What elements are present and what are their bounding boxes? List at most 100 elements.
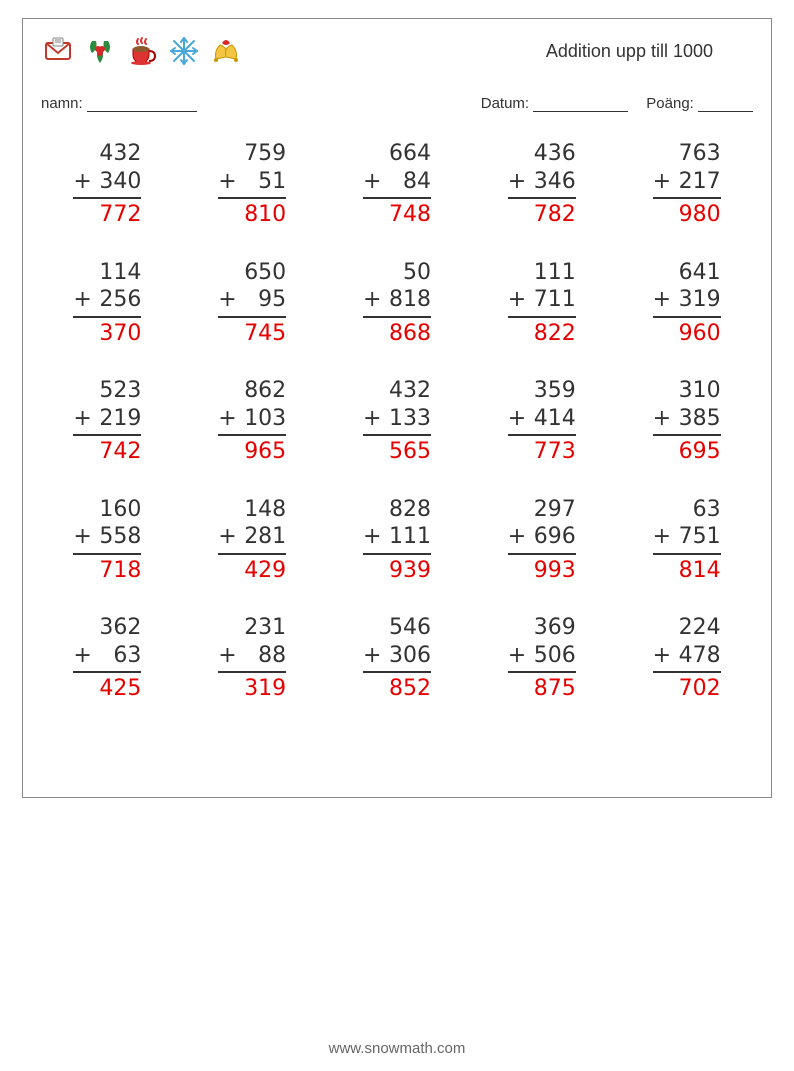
addend-bottom-row: +558 — [73, 523, 141, 551]
addend-top: 763 — [653, 140, 721, 168]
problem: 759+ 51810 — [186, 140, 319, 229]
addend-top: 862 — [218, 377, 286, 405]
addend-bottom: 84 — [396, 168, 431, 196]
answer: 742 — [73, 438, 141, 466]
rule-line — [508, 434, 576, 436]
problem: 114+256 370 — [41, 259, 174, 348]
addend-bottom: 88 — [251, 642, 286, 670]
addend-bottom-row: + 95 — [218, 286, 286, 314]
problem: 231+ 88319 — [186, 614, 319, 703]
addend-top: 359 — [508, 377, 576, 405]
addend-bottom-row: +506 — [508, 642, 576, 670]
addend-top: 664 — [363, 140, 431, 168]
meta-date: Datum: — [481, 95, 629, 112]
answer: 745 — [218, 320, 286, 348]
snowflake-icon — [167, 34, 201, 68]
rule-line — [218, 316, 286, 318]
answer: 822 — [508, 320, 576, 348]
rule-line — [218, 671, 286, 673]
addend-bottom-row: +818 — [363, 286, 431, 314]
plus-sign: + — [653, 642, 667, 670]
addend-top: 650 — [218, 259, 286, 287]
plus-sign: + — [73, 286, 87, 314]
answer: 370 — [73, 320, 141, 348]
addend-top: 523 — [73, 377, 141, 405]
decorative-icons — [41, 34, 243, 68]
addend-top: 50 — [363, 259, 431, 287]
rule-line — [73, 671, 141, 673]
answer: 695 — [653, 438, 721, 466]
rule-line — [73, 316, 141, 318]
plus-sign: + — [73, 405, 87, 433]
bells-icon — [209, 34, 243, 68]
answer: 718 — [73, 557, 141, 585]
addend-bottom-row: +319 — [653, 286, 721, 314]
addend-top: 114 — [73, 259, 141, 287]
problem: 664+ 84748 — [331, 140, 464, 229]
addend-bottom: 133 — [389, 405, 431, 433]
answer: 993 — [508, 557, 576, 585]
name-blank[interactable] — [87, 97, 197, 112]
problem: 160+558718 — [41, 496, 174, 585]
addend-bottom: 281 — [244, 523, 286, 551]
addend-bottom: 818 — [389, 286, 431, 314]
envelope-icon — [41, 34, 75, 68]
addend-top: 546 — [363, 614, 431, 642]
addend-bottom-row: +219 — [73, 405, 141, 433]
plus-sign: + — [508, 168, 522, 196]
addend-bottom: 711 — [534, 286, 576, 314]
addend-bottom-row: +414 — [508, 405, 576, 433]
answer: 980 — [653, 201, 721, 229]
addend-bottom-row: +346 — [508, 168, 576, 196]
addend-bottom-row: + 63 — [73, 642, 141, 670]
rule-line — [653, 553, 721, 555]
plus-sign: + — [73, 523, 87, 551]
addend-top: 111 — [508, 259, 576, 287]
date-label: Datum: — [481, 95, 529, 112]
answer: 773 — [508, 438, 576, 466]
rule-line — [73, 553, 141, 555]
plus-sign: + — [363, 168, 377, 196]
plus-sign: + — [73, 642, 87, 670]
addend-bottom-row: +478 — [653, 642, 721, 670]
worksheet-page: Addition upp till 1000 namn: Datum: Poän… — [22, 18, 772, 798]
rule-line — [363, 316, 431, 318]
addend-bottom: 95 — [251, 286, 286, 314]
addend-top: 231 — [218, 614, 286, 642]
plus-sign: + — [218, 286, 232, 314]
problem: 546+306852 — [331, 614, 464, 703]
problem: 523+219 742 — [41, 377, 174, 466]
answer: 960 — [653, 320, 721, 348]
problem: 310+385695 — [620, 377, 753, 466]
addend-top: 297 — [508, 496, 576, 524]
date-blank[interactable] — [533, 97, 628, 112]
answer: 429 — [218, 557, 286, 585]
problem: 641+319960 — [620, 259, 753, 348]
problem: 362+ 63425 — [41, 614, 174, 703]
addend-top: 432 — [363, 377, 431, 405]
rule-line — [218, 553, 286, 555]
score-blank[interactable] — [698, 97, 753, 112]
addend-bottom-row: +340 — [73, 168, 141, 196]
addend-top: 148 — [218, 496, 286, 524]
footer: www.snowmath.com — [0, 1040, 794, 1057]
addend-bottom: 111 — [389, 523, 431, 551]
answer: 565 — [363, 438, 431, 466]
rule-line — [653, 671, 721, 673]
addend-bottom: 385 — [679, 405, 721, 433]
rule-line — [508, 553, 576, 555]
answer: 814 — [653, 557, 721, 585]
addend-bottom-row: +306 — [363, 642, 431, 670]
rule-line — [218, 434, 286, 436]
addend-top: 828 — [363, 496, 431, 524]
plus-sign: + — [218, 523, 232, 551]
plus-sign: + — [508, 523, 522, 551]
answer: 965 — [218, 438, 286, 466]
addend-bottom-row: +751 — [653, 523, 721, 551]
addend-top: 432 — [73, 140, 141, 168]
addend-bottom-row: +281 — [218, 523, 286, 551]
rule-line — [363, 197, 431, 199]
addend-bottom: 256 — [99, 286, 141, 314]
problems-grid: 432+340772759+ 51810664+ 84748436+346782… — [41, 140, 753, 703]
addend-bottom-row: +111 — [363, 523, 431, 551]
